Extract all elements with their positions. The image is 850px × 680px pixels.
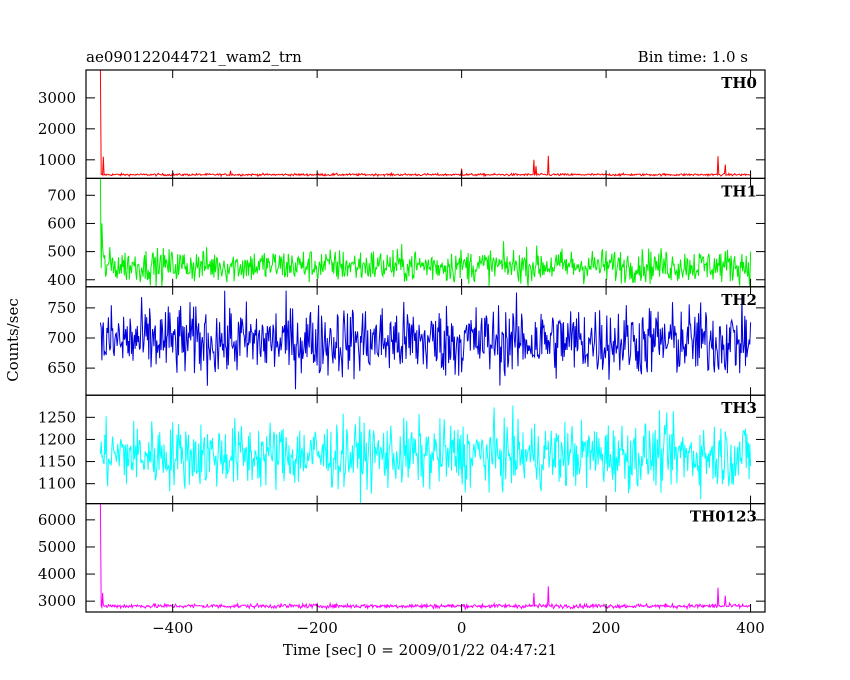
panel-frame-th0123 [85,503,766,613]
bin-time-label: Bin time: 1.0 s [638,48,748,66]
x-tick-label: −200 [297,619,338,637]
panels-group: 1000 2000 3000 TH0 400 500 600 700 TH1 650 700 750 T… [38,69,766,613]
y-tick-label: 1000 [38,151,76,169]
y-tick-label: 1100 [38,475,76,493]
y-tick-label: 750 [47,299,76,317]
panel-frame-th0 [85,69,766,180]
y-tick-label: 4000 [38,565,76,583]
y-tick-label: 1250 [38,408,76,426]
y-tick-label: 2000 [38,120,76,138]
y-tick-label: 650 [47,359,76,377]
y-tick-label: 700 [47,186,76,204]
series-line-th1 [99,178,752,287]
x-tick-label: 200 [592,619,621,637]
panel-label-th0: TH0 [721,74,757,92]
y-axis-label: Counts/sec [4,298,22,382]
y-tick-label: 5000 [38,538,76,556]
chart-title: ae090122044721_wam2_trn [86,48,302,66]
panel-label-th1: TH1 [721,182,757,200]
series-line-th3 [99,405,752,504]
y-tick-label: 6000 [38,511,76,529]
series-line-th2 [99,290,752,390]
panel-label-th3: TH3 [721,399,757,417]
series-line-th0123 [99,503,752,611]
y-tick-label: 1150 [38,453,76,471]
panel-label-th0123: TH0123 [690,508,757,526]
series-line-th0 [99,69,751,178]
y-tick-label: 3000 [38,592,76,610]
y-tick-label: 3000 [38,89,76,107]
y-tick-label: 700 [47,329,76,347]
x-tick-labels: −400 −200 0 200 400 [152,619,765,637]
x-tick-label: 0 [457,619,467,637]
panel-label-th2: TH2 [721,291,757,309]
y-tick-label: 1200 [38,430,76,448]
x-axis-label: Time [sec] 0 = 2009/01/22 04:47:21 [283,641,557,659]
y-tick-label: 400 [47,271,76,289]
y-tick-label: 500 [47,243,76,261]
x-tick-label: −400 [152,619,193,637]
x-tick-label: 400 [736,619,765,637]
y-tick-label: 600 [47,214,76,232]
